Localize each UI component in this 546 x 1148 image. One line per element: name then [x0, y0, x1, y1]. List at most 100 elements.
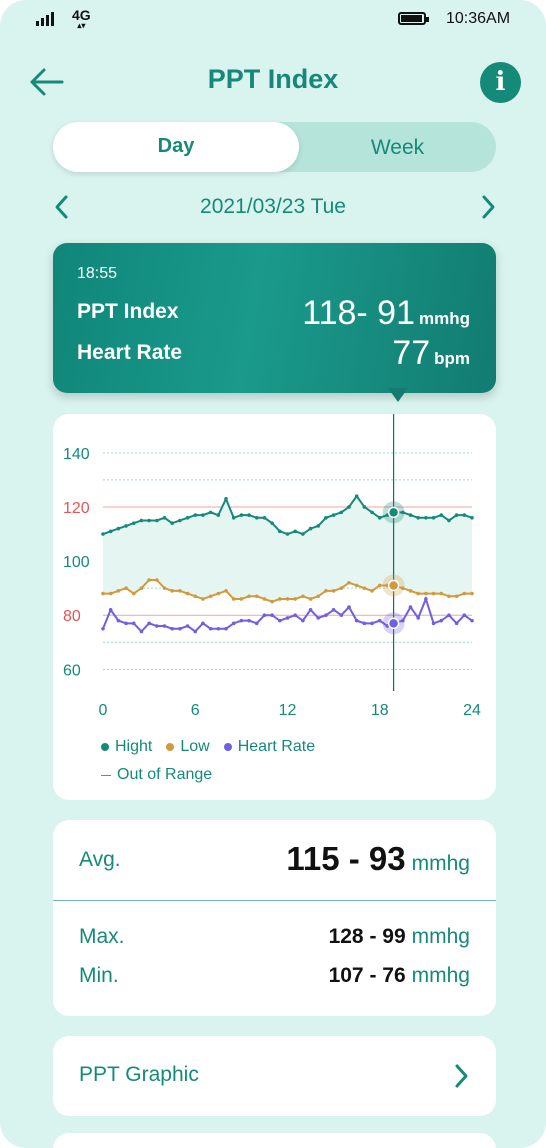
- x-tick-label: 6: [191, 702, 200, 719]
- low-point: [239, 597, 244, 601]
- tooltip-hr-value: 77 bpm: [392, 334, 470, 373]
- high-point: [362, 505, 367, 509]
- heart-rate-point: [254, 621, 259, 626]
- low-point: [139, 586, 144, 590]
- stats-card: Avg. 115 - 93 mmhg Max. 128 - 99 mmhg Min.…: [53, 820, 496, 1016]
- low-point: [162, 586, 167, 590]
- low-point: [370, 589, 374, 593]
- ppt-chart[interactable]: 140 120 100 80 60 0 6 12 18 24: [53, 414, 496, 800]
- heart-rate-point: [308, 608, 313, 612]
- high-point: [224, 497, 228, 501]
- low-point: [339, 586, 344, 590]
- ppt-chart-card: 140 120 100 80 60 0 6 12 18 24 Hight Low Heart Ra…: [53, 414, 496, 800]
- legend-high-dot: [101, 743, 109, 751]
- low-point: [101, 591, 105, 596]
- heart-rate-point: [247, 618, 251, 623]
- low-point: [178, 589, 182, 593]
- low-point: [116, 589, 121, 593]
- low-point: [262, 597, 267, 601]
- low-point: [316, 594, 321, 599]
- avg-label: Avg.: [79, 848, 121, 871]
- tab-day[interactable]: Day: [53, 122, 299, 172]
- low-point: [231, 597, 236, 601]
- heart-rate-point: [270, 613, 274, 618]
- heart-rate-point: [431, 621, 436, 626]
- low-point: [278, 597, 282, 601]
- high-point: [331, 513, 336, 517]
- low-point: [170, 589, 174, 593]
- low-point: [439, 591, 444, 596]
- heart-rate-point: [170, 626, 174, 631]
- info-icon: i: [495, 67, 506, 97]
- high-point: [278, 529, 282, 534]
- low-point: [462, 591, 467, 596]
- high-point: [101, 532, 105, 536]
- battery-icon: [398, 12, 429, 25]
- min-label: Min.: [79, 964, 119, 987]
- low-point: [424, 591, 428, 596]
- low-point: [224, 589, 228, 593]
- legend-heart-rate: Heart Rate: [237, 738, 316, 755]
- high-point: [216, 513, 221, 517]
- max-unit: mmhg: [411, 925, 470, 948]
- x-tick-label: 18: [371, 702, 389, 719]
- ppt-graphic-button[interactable]: PPT Graphic: [53, 1036, 496, 1116]
- high-point: [347, 505, 351, 509]
- reading-tooltip: 18:55 PPT Index 118- 91 mmhg Heart Rate 7…: [53, 243, 496, 393]
- heart-rate-point: [208, 626, 213, 631]
- heart-rate-point: [285, 616, 290, 620]
- y-tick-label: 60: [63, 662, 81, 679]
- low-point: [454, 594, 459, 599]
- heart-rate-point: [408, 605, 413, 609]
- period-toggle: Day Week: [53, 122, 496, 172]
- heart-rate-point: [162, 624, 167, 628]
- heart-rate-point: [377, 618, 382, 623]
- high-point: [185, 515, 190, 520]
- heart-rate-point: [101, 626, 105, 631]
- x-tick-label: 24: [463, 702, 481, 719]
- high-point: [470, 515, 474, 520]
- high-point: [324, 515, 328, 520]
- high-point: [431, 515, 436, 520]
- min-number: 107 - 76: [328, 964, 406, 987]
- heart-rate-point: [201, 621, 205, 626]
- low-point: [147, 578, 151, 582]
- low-selected-point: [387, 579, 400, 592]
- page-title: PPT Index: [207, 64, 339, 94]
- heart-rate-point: [193, 629, 198, 634]
- low-point: [301, 594, 305, 599]
- next-date-button[interactable]: [478, 194, 498, 220]
- high-point: [370, 510, 374, 515]
- legend-high: Hight: [115, 738, 153, 755]
- heart-rate-point: [301, 618, 305, 623]
- heart-rate-point: [370, 621, 374, 626]
- high-point: [377, 515, 382, 520]
- prev-date-button[interactable]: [52, 194, 72, 220]
- heart-rate-point: [347, 605, 351, 609]
- high-point: [231, 515, 236, 520]
- low-point: [124, 586, 128, 590]
- low-point: [285, 597, 290, 601]
- high-point: [116, 526, 121, 531]
- stats-divider: [53, 900, 496, 901]
- heart-rate-point: [239, 618, 244, 623]
- low-point: [401, 586, 405, 590]
- low-point: [331, 589, 336, 593]
- min-value: 107 - 76 mmhg: [329, 964, 470, 988]
- heart-rate-point: [416, 616, 420, 620]
- back-button[interactable]: [26, 62, 66, 102]
- tab-week[interactable]: Week: [370, 136, 425, 159]
- tooltip-ppt-value: 118- 91 mmhg: [302, 294, 470, 333]
- avg-unit: mmhg: [411, 852, 470, 875]
- heart-rate-point: [470, 618, 474, 623]
- tooltip-pointer: [388, 388, 408, 402]
- low-point: [377, 583, 382, 588]
- heart-rate-point: [331, 608, 336, 612]
- legend-low-dot: [166, 743, 175, 751]
- heart-rate-selected-point: [387, 617, 400, 630]
- info-button[interactable]: i: [480, 62, 521, 103]
- heart-rate-point: [108, 608, 113, 612]
- high-point: [316, 524, 321, 528]
- avg-number: 115 - 93: [286, 840, 406, 877]
- chevron-right-icon: [455, 1064, 468, 1088]
